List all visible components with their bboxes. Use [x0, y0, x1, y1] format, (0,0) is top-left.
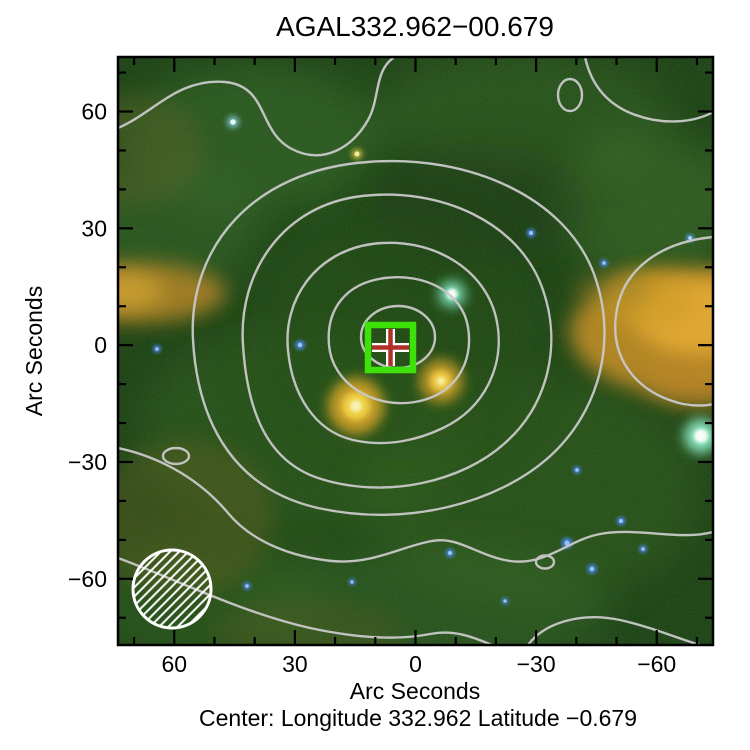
y-tick-label: 60: [81, 99, 107, 125]
three-color-image: [118, 57, 713, 645]
contour-bottom-right: [526, 616, 702, 645]
contour-right-loop: [614, 235, 713, 407]
figure-title: AGAL332.962−00.679: [276, 11, 554, 42]
y-tick-label: 0: [94, 332, 107, 358]
y-tick-label: 30: [81, 215, 107, 241]
contour-small-top-right: [556, 77, 584, 113]
y-tick-label: −60: [68, 566, 107, 592]
y-axis-tick-labels: 60 30 0 −30 −60: [68, 99, 107, 592]
axis-ticks: [118, 57, 713, 645]
contour-level-2: [327, 276, 471, 405]
y-axis-title: Arc Seconds: [21, 286, 47, 416]
contour-level-5: [191, 159, 606, 517]
x-tick-label: 0: [409, 651, 422, 677]
marker-square-icon: [364, 321, 417, 374]
contour-top-left: [118, 57, 395, 157]
x-tick-label: 30: [282, 651, 308, 677]
contour-small-bottom: [534, 554, 556, 570]
contour-level-3: [286, 241, 500, 445]
marker-cross-icon: [372, 329, 409, 366]
beam-indicator: [131, 548, 213, 630]
contour-small-left: [161, 446, 191, 466]
contour-bottom-sweep: [118, 446, 713, 563]
x-tick-label: 60: [161, 651, 187, 677]
x-tick-label: −30: [517, 651, 556, 677]
x-tick-label: −60: [637, 651, 676, 677]
contour-overlay: [118, 57, 713, 645]
figure-caption: Center: Longitude 332.962 Latitude −0.67…: [199, 705, 637, 731]
contour-top-right: [583, 57, 713, 123]
x-axis-tick-labels: 60 30 0 −30 −60: [161, 651, 676, 677]
source-marker: [364, 321, 417, 374]
contour-level-4: [241, 193, 553, 489]
x-axis-title: Arc Seconds: [350, 678, 480, 704]
y-tick-label: −30: [68, 449, 107, 475]
